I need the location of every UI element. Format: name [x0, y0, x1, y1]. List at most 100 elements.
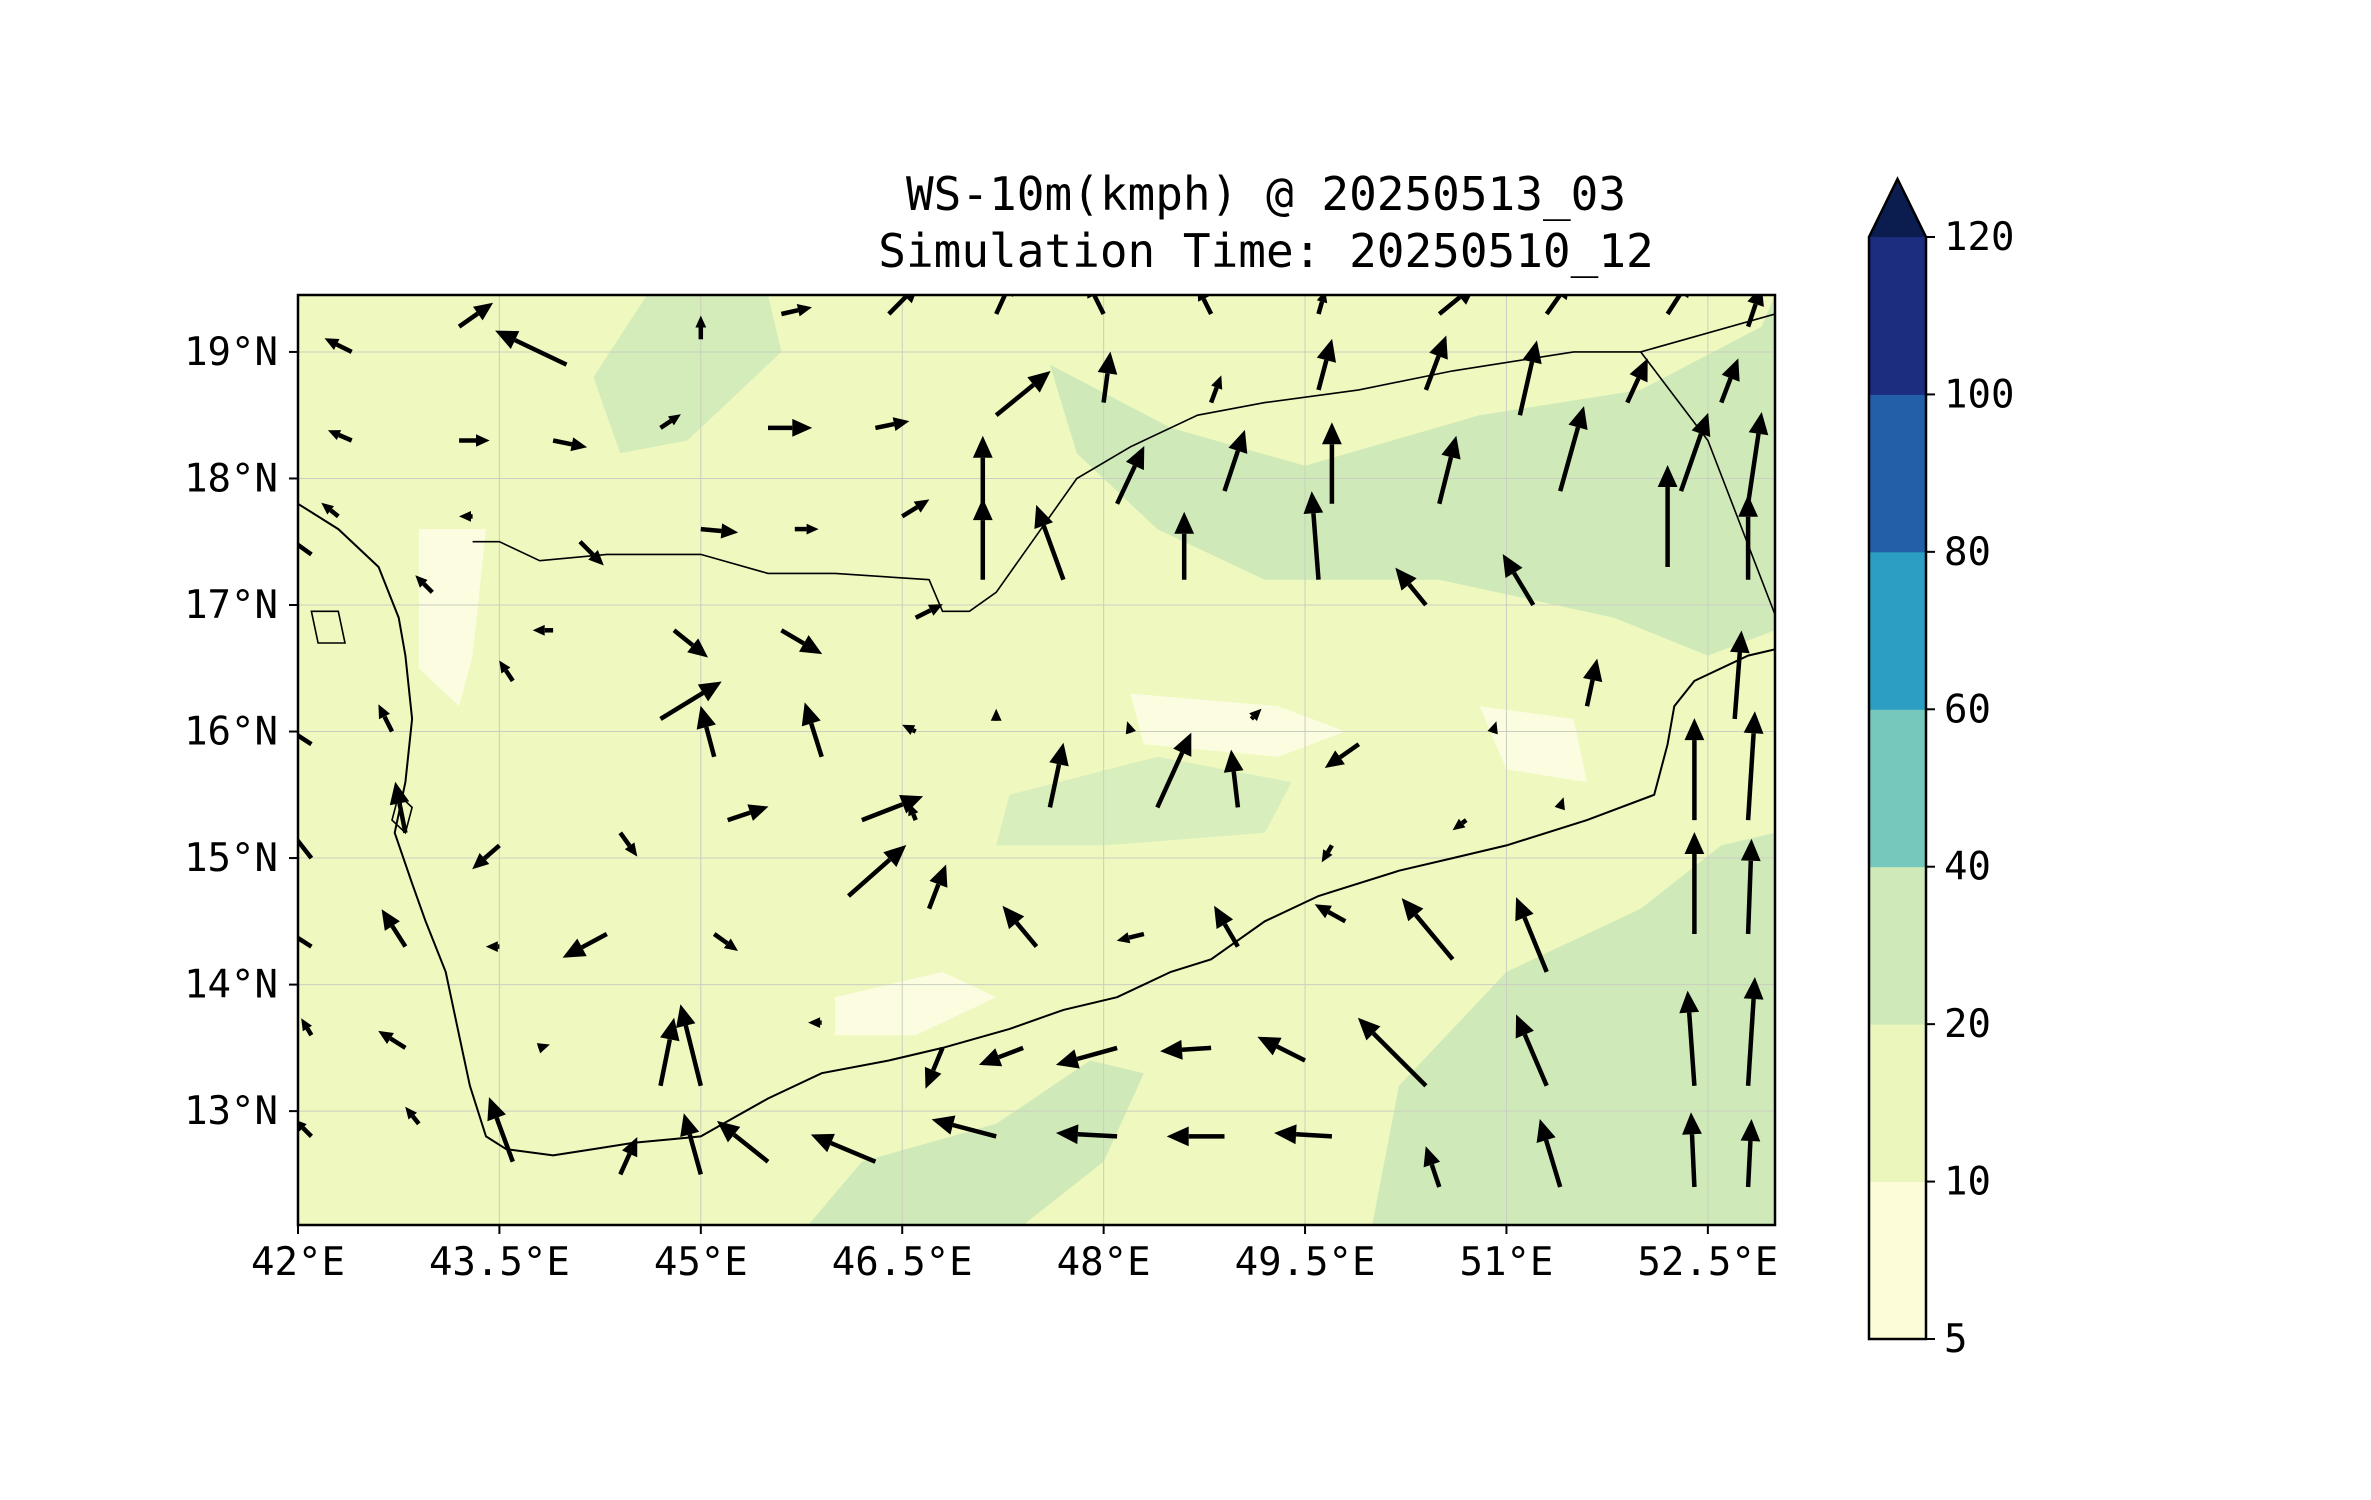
wind-vector [415, 575, 434, 594]
wind-vector [1321, 844, 1334, 863]
wind-vector [1316, 338, 1336, 391]
x-tick-label: 42°E [251, 1240, 345, 1285]
y-axis-ticks: 19°N 18°N 17°N 16°N 15°N 14°N 13°N [184, 330, 298, 1134]
wind-vector [1223, 749, 1244, 808]
country-border [1640, 351, 1775, 617]
wind-vector [680, 1113, 703, 1176]
wind-vector [298, 1120, 313, 1138]
wind-vector [485, 941, 500, 952]
y-tick-label: 18°N [184, 456, 278, 501]
wind-vector [1740, 838, 1761, 935]
wind-vector [808, 1017, 822, 1028]
colorbar-tick-label: 100 [1944, 372, 2014, 417]
wind-vector [972, 498, 993, 580]
x-tick-label: 43.5°E [429, 1240, 570, 1285]
wind-vector [1314, 904, 1347, 924]
wind-vector [1740, 1119, 1761, 1188]
colorbar-tick-label: 5 [1944, 1317, 1967, 1362]
wind-vector [658, 1017, 680, 1087]
wind-vector [780, 628, 823, 655]
wind-vector [301, 1018, 314, 1037]
wind-vector [1452, 818, 1468, 831]
wind-vector [1743, 977, 1764, 1086]
wind-vector [1174, 511, 1195, 580]
wind-vector [499, 660, 515, 683]
wind-vector [459, 434, 490, 447]
wind-vector [902, 724, 917, 735]
wind-vector [405, 1106, 421, 1126]
wind-vector [1554, 797, 1565, 811]
wind-vector [1395, 567, 1428, 607]
wind-vector [1437, 435, 1461, 505]
wind-vector [1583, 658, 1603, 707]
map-frame [296, 293, 1777, 1227]
x-tick-label: 49.5°E [1235, 1240, 1376, 1285]
colorbar-segment [1869, 866, 1926, 1025]
wind-vector [1155, 732, 1192, 809]
wind-vector [1657, 465, 1678, 567]
wind-vector [1515, 1014, 1549, 1087]
wind-vector [378, 704, 395, 733]
wind-vector [901, 499, 930, 519]
wind-vectors [298, 295, 1769, 1188]
speed-region-gulf-of-aden-band [808, 1060, 1144, 1225]
wind-vector [536, 1043, 550, 1054]
wind-vector [1125, 721, 1136, 735]
wind-vector [861, 795, 924, 823]
wind-vector [1487, 721, 1498, 735]
wind-vector [1423, 335, 1448, 391]
x-tick-label: 45°E [654, 1240, 748, 1285]
wind-vector [1743, 711, 1764, 821]
speed-region-southeast-coast [1372, 832, 1775, 1225]
wind-vector [472, 843, 501, 870]
colorbar-segment [1869, 237, 1926, 395]
wind-vector [1682, 1112, 1702, 1188]
wind-vector [924, 1047, 945, 1089]
wind-vector [659, 414, 681, 430]
wind-vector [1517, 340, 1542, 416]
colorbar-segment [1869, 1024, 1926, 1182]
wind-vector [578, 540, 604, 566]
speed-region-north-strip [593, 295, 782, 454]
wind-vector [1322, 422, 1342, 504]
wind-vector [726, 804, 769, 823]
wind-vector [552, 437, 588, 452]
colorbar-tick-label: 60 [1944, 687, 1991, 732]
colorbar-segment [1869, 551, 1926, 710]
title-line-2: Simulation Time: 20250510_12 [878, 224, 1653, 278]
speed-region-red-sea-calm [418, 529, 486, 707]
wind-vector [1274, 1124, 1333, 1145]
wind-vector [618, 831, 638, 857]
wind-vector [1197, 295, 1214, 316]
wind-vector [378, 1030, 407, 1050]
wind-vector [994, 371, 1051, 417]
wind-vector [676, 1004, 703, 1087]
wind-vector [914, 604, 943, 620]
y-tick-label: 16°N [184, 710, 278, 755]
wind-vector [1166, 1126, 1225, 1147]
wind-vector [562, 932, 608, 958]
wind-vector [1423, 1146, 1442, 1188]
wind-vector [1401, 898, 1455, 961]
wind-vector [712, 932, 738, 951]
wind-vector [1303, 491, 1324, 580]
wind-vector [1719, 358, 1740, 404]
wind-vector [618, 1137, 638, 1176]
wind-vector [672, 628, 708, 658]
wind-vector [1324, 742, 1361, 768]
wind-vector [931, 1115, 997, 1139]
wind-vector [1679, 990, 1700, 1086]
wind-vector [532, 624, 554, 636]
wind-vector [298, 732, 313, 747]
title-line-1: WS-10m(kmph) @ 20250513_03 [906, 167, 1626, 221]
wind-vector [1738, 494, 1758, 580]
colorbar-tick-label: 10 [1944, 1160, 1991, 1205]
wind-vector [717, 1120, 770, 1164]
wind-vector [1745, 412, 1769, 505]
wind-vector [1730, 630, 1750, 720]
wind-vector [1097, 351, 1118, 403]
wind-vector [327, 430, 353, 443]
wind-vector [1684, 718, 1705, 821]
x-tick-label: 48°E [1057, 1240, 1151, 1285]
